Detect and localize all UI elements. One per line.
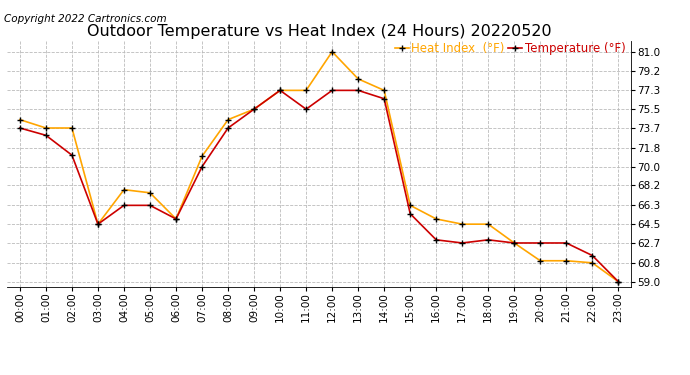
Temperature (°F) bbox=[16, 126, 24, 130]
Temperature (°F) bbox=[484, 238, 493, 242]
Temperature (°F) bbox=[562, 241, 571, 245]
Temperature (°F) bbox=[458, 241, 466, 245]
Heat Index  (°F) bbox=[536, 258, 544, 263]
Heat Index  (°F) bbox=[328, 50, 336, 54]
Legend: Heat Index  (°F), Temperature (°F): Heat Index (°F), Temperature (°F) bbox=[395, 42, 625, 55]
Temperature (°F) bbox=[68, 153, 76, 158]
Text: Copyright 2022 Cartronics.com: Copyright 2022 Cartronics.com bbox=[3, 14, 166, 24]
Temperature (°F) bbox=[536, 241, 544, 245]
Heat Index  (°F) bbox=[16, 117, 24, 122]
Temperature (°F) bbox=[198, 164, 206, 169]
Temperature (°F) bbox=[588, 253, 596, 258]
Title: Outdoor Temperature vs Heat Index (24 Hours) 20220520: Outdoor Temperature vs Heat Index (24 Ho… bbox=[87, 24, 551, 39]
Heat Index  (°F) bbox=[146, 190, 154, 195]
Temperature (°F) bbox=[380, 96, 388, 101]
Heat Index  (°F) bbox=[588, 261, 596, 265]
Temperature (°F) bbox=[432, 238, 440, 242]
Heat Index  (°F) bbox=[354, 76, 362, 81]
Temperature (°F) bbox=[94, 222, 102, 226]
Heat Index  (°F) bbox=[250, 107, 258, 111]
Heat Index  (°F) bbox=[562, 258, 571, 263]
Temperature (°F) bbox=[302, 107, 311, 111]
Heat Index  (°F) bbox=[172, 217, 180, 221]
Heat Index  (°F) bbox=[94, 222, 102, 226]
Temperature (°F) bbox=[510, 241, 518, 245]
Heat Index  (°F) bbox=[42, 126, 50, 130]
Heat Index  (°F) bbox=[484, 222, 493, 226]
Temperature (°F) bbox=[42, 133, 50, 138]
Heat Index  (°F) bbox=[68, 126, 76, 130]
Temperature (°F) bbox=[406, 211, 414, 216]
Heat Index  (°F) bbox=[406, 203, 414, 208]
Heat Index  (°F) bbox=[198, 154, 206, 159]
Temperature (°F) bbox=[172, 217, 180, 221]
Heat Index  (°F) bbox=[510, 241, 518, 245]
Temperature (°F) bbox=[276, 88, 284, 93]
Heat Index  (°F) bbox=[120, 188, 128, 192]
Temperature (°F) bbox=[224, 126, 233, 130]
Heat Index  (°F) bbox=[380, 88, 388, 93]
Heat Index  (°F) bbox=[224, 117, 233, 122]
Line: Heat Index  (°F): Heat Index (°F) bbox=[17, 49, 622, 285]
Heat Index  (°F) bbox=[614, 279, 622, 284]
Heat Index  (°F) bbox=[302, 88, 311, 93]
Temperature (°F) bbox=[614, 279, 622, 284]
Heat Index  (°F) bbox=[458, 222, 466, 226]
Heat Index  (°F) bbox=[432, 217, 440, 221]
Temperature (°F) bbox=[120, 203, 128, 208]
Heat Index  (°F) bbox=[276, 88, 284, 93]
Temperature (°F) bbox=[328, 88, 336, 93]
Line: Temperature (°F): Temperature (°F) bbox=[17, 87, 622, 285]
Temperature (°F) bbox=[354, 88, 362, 93]
Temperature (°F) bbox=[250, 107, 258, 111]
Temperature (°F) bbox=[146, 203, 154, 208]
